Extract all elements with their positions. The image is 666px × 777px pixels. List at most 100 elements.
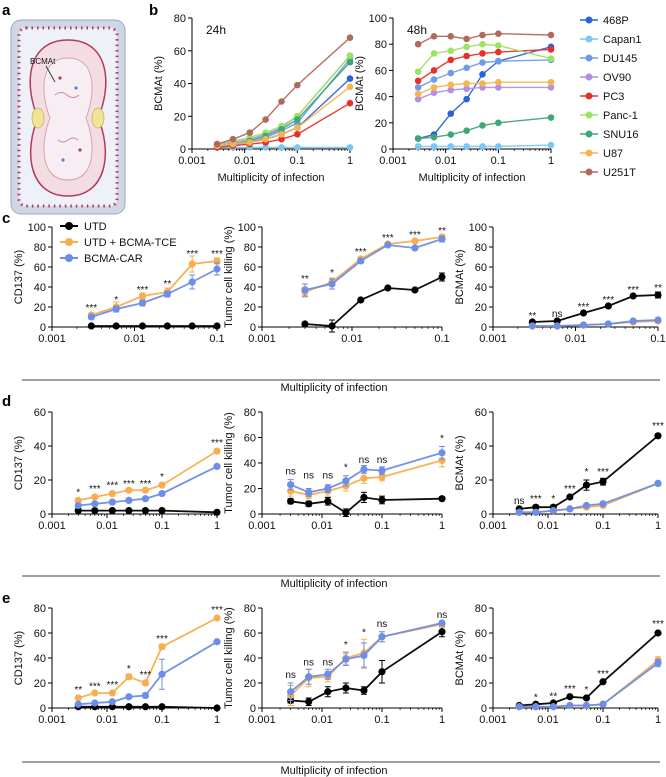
- data-point: [654, 629, 662, 637]
- panel-letter-c: c: [2, 210, 10, 227]
- y-tick-label: 20: [244, 484, 256, 496]
- y-tick-label: 80: [174, 13, 186, 25]
- data-point: [414, 143, 422, 150]
- data-point: [463, 43, 470, 51]
- legend-entry-U251T: U251T: [580, 167, 636, 179]
- significance-label: ns: [552, 309, 563, 320]
- data-point: [213, 614, 221, 622]
- bcmat-dot: [61, 158, 65, 162]
- series-UTD: [287, 491, 446, 518]
- data-point: [287, 487, 295, 495]
- series-Panc-1: [414, 40, 555, 76]
- data-point: [549, 703, 557, 711]
- series-UTD: [515, 432, 662, 513]
- significance-label: ***: [123, 479, 135, 490]
- data-point: [654, 291, 662, 299]
- legend-label: Panc-1: [603, 110, 638, 122]
- data-point: [604, 320, 612, 328]
- x-tick-label: 0.001: [38, 714, 66, 726]
- series-SNU16: [414, 114, 555, 142]
- data-point: [278, 126, 285, 133]
- series-BCMA-CAR: [301, 235, 446, 297]
- legend-label: 468P: [603, 15, 629, 27]
- data-point: [158, 490, 166, 498]
- data-point: [547, 141, 555, 149]
- data-point: [447, 86, 455, 94]
- y-tick-label: 0: [250, 509, 256, 521]
- significance-label: ***: [211, 605, 223, 616]
- data-point: [495, 57, 502, 65]
- series-line: [532, 319, 659, 327]
- data-point: [447, 110, 455, 117]
- data-point: [125, 703, 133, 711]
- data-point: [599, 678, 607, 686]
- data-point: [532, 503, 540, 511]
- y-tick-label: 40: [34, 653, 46, 665]
- chart-b-48h: 0 20 40 60 80 100 0.001 0.01 0.1 1 BCMAt (%) Multip…: [354, 13, 555, 184]
- data-point: [479, 31, 486, 39]
- y-tick-label: 60: [244, 433, 256, 445]
- data-point: [447, 69, 455, 77]
- data-point: [213, 322, 221, 330]
- data-point: [447, 56, 455, 64]
- x-tick-label: 0.1: [154, 520, 169, 532]
- data-point: [262, 144, 269, 151]
- data-point: [430, 33, 438, 40]
- y-tick-label: 20: [244, 678, 256, 690]
- data-point: [414, 77, 422, 85]
- data-point: [108, 498, 116, 506]
- significance-label: *: [584, 467, 588, 478]
- series-Capan1: [414, 141, 555, 150]
- significance-label: ***: [652, 421, 664, 432]
- significance-label: ***: [382, 233, 394, 244]
- data-point: [158, 643, 166, 651]
- data-point: [479, 50, 486, 57]
- data-point: [346, 83, 354, 91]
- x-tick-label: 0.01: [311, 714, 332, 726]
- data-point: [301, 320, 309, 328]
- y-tick-label: 60: [375, 65, 387, 77]
- data-point: [125, 486, 133, 494]
- x-tick-label: 0.1: [290, 155, 305, 167]
- significance-label: *: [584, 685, 588, 696]
- data-point: [108, 689, 116, 697]
- data-point: [328, 322, 336, 330]
- data-point: [378, 633, 386, 641]
- data-point: [414, 68, 422, 76]
- data-point: [463, 143, 470, 150]
- data-point: [566, 693, 574, 701]
- x-tick-label: 0.001: [38, 520, 66, 532]
- data-point: [463, 64, 470, 72]
- data-point: [158, 670, 166, 678]
- data-point: [411, 244, 419, 252]
- significance-label: **: [549, 691, 557, 702]
- data-point: [579, 321, 588, 329]
- row-e-xlabel: Multiplicity of infection: [281, 765, 388, 777]
- series-UTD: [301, 272, 446, 333]
- data-point: [91, 699, 99, 707]
- data-point: [163, 322, 171, 330]
- data-point: [262, 116, 269, 123]
- data-point: [360, 474, 368, 482]
- data-point: [582, 694, 591, 702]
- data-point: [378, 467, 386, 475]
- data-point: [138, 292, 147, 300]
- y-tick-label: 0: [40, 703, 46, 715]
- data-point: [463, 85, 470, 93]
- data-point: [213, 447, 221, 455]
- significance-label: ns: [323, 658, 334, 669]
- series-line: [304, 238, 443, 291]
- data-point: [87, 313, 95, 321]
- data-point: [566, 505, 574, 513]
- data-point: [438, 456, 446, 465]
- data-point: [438, 619, 446, 627]
- data-point: [547, 55, 555, 62]
- data-point: [566, 493, 574, 501]
- y-tick-label: 60: [475, 407, 487, 419]
- data-point: [553, 317, 561, 325]
- data-point: [108, 507, 116, 515]
- legend-entry-PC3: PC3: [580, 91, 624, 103]
- data-point: [430, 50, 438, 57]
- y-axis-label: BCMAt (%): [454, 436, 466, 491]
